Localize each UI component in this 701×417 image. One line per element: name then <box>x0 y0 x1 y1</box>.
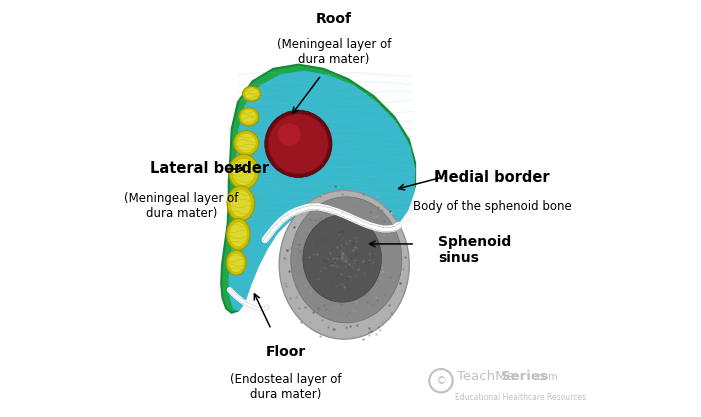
Ellipse shape <box>226 219 250 250</box>
Ellipse shape <box>233 131 259 156</box>
Circle shape <box>265 110 332 178</box>
Ellipse shape <box>239 108 259 126</box>
Text: (Meningeal layer of
dura mater): (Meningeal layer of dura mater) <box>125 192 239 221</box>
Ellipse shape <box>237 134 256 153</box>
Text: ©: © <box>435 376 447 386</box>
Polygon shape <box>229 71 415 311</box>
Text: TeachMe: TeachMe <box>457 370 515 383</box>
Ellipse shape <box>245 88 259 100</box>
Ellipse shape <box>279 191 409 339</box>
Text: Series: Series <box>501 370 547 383</box>
Ellipse shape <box>243 86 261 101</box>
Text: Sphenoid
sinus: Sphenoid sinus <box>438 235 511 265</box>
Text: (Meningeal layer of
dura mater): (Meningeal layer of dura mater) <box>277 38 391 66</box>
Ellipse shape <box>241 110 257 123</box>
Text: Body of the sphenoid bone: Body of the sphenoid bone <box>413 200 571 213</box>
Ellipse shape <box>231 190 251 217</box>
Text: Lateral border: Lateral border <box>150 161 269 176</box>
Ellipse shape <box>227 186 254 221</box>
Ellipse shape <box>229 154 259 189</box>
Text: .com: .com <box>534 372 558 382</box>
Polygon shape <box>222 65 415 313</box>
Ellipse shape <box>229 223 247 246</box>
Ellipse shape <box>226 250 246 275</box>
Circle shape <box>278 123 301 146</box>
Text: Floor: Floor <box>266 345 306 359</box>
Ellipse shape <box>229 253 244 272</box>
Text: (Endosteal layer of
dura mater): (Endosteal layer of dura mater) <box>230 373 341 401</box>
Text: Roof: Roof <box>316 12 352 26</box>
Ellipse shape <box>291 197 402 323</box>
Ellipse shape <box>303 215 381 302</box>
Circle shape <box>268 114 328 174</box>
Ellipse shape <box>233 159 255 185</box>
Text: Educational Healthcare Resources: Educational Healthcare Resources <box>455 393 586 402</box>
Text: Medial border: Medial border <box>435 170 550 185</box>
